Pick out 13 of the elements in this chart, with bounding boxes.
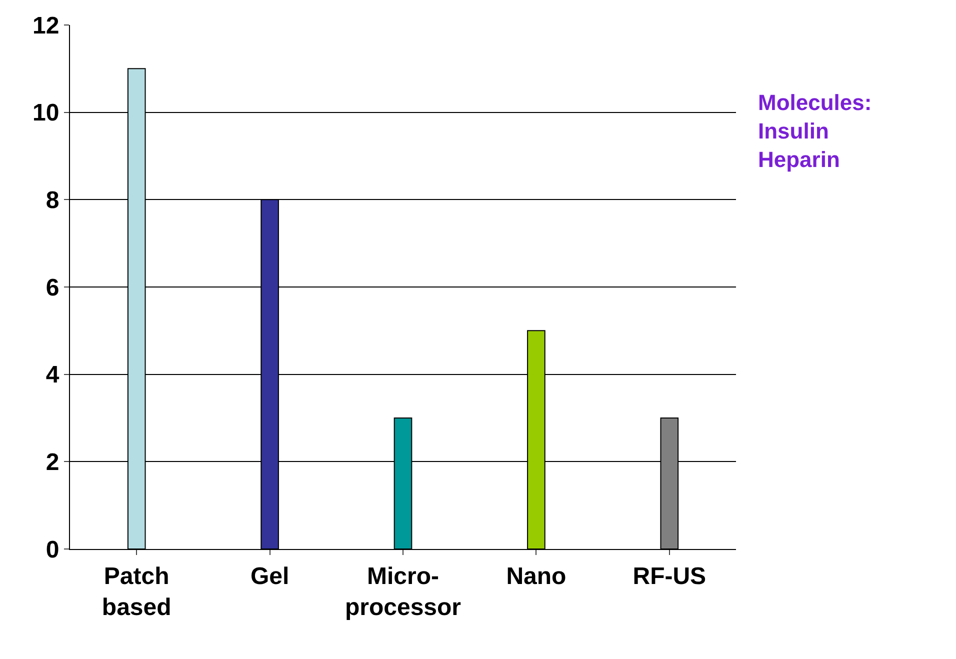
- x-tick-label: RF-US: [632, 562, 706, 590]
- y-tick-label: 0: [46, 536, 60, 564]
- x-tick-label: Nano: [506, 562, 566, 590]
- x-tick-label: Gel: [250, 562, 290, 590]
- y-tick-label: 2: [46, 449, 60, 476]
- y-tick-label: 12: [32, 12, 60, 40]
- y-tick-label: 10: [32, 100, 60, 127]
- x-tick-label: Patch based: [102, 562, 172, 621]
- y-tick-label: 8: [46, 187, 60, 214]
- y-tick-label: 6: [46, 274, 60, 302]
- x-tick-label: Micro- processor: [344, 562, 462, 621]
- text: Molecules: Insulin Heparin: [758, 90, 872, 172]
- y-tick-label: 4: [46, 362, 60, 389]
